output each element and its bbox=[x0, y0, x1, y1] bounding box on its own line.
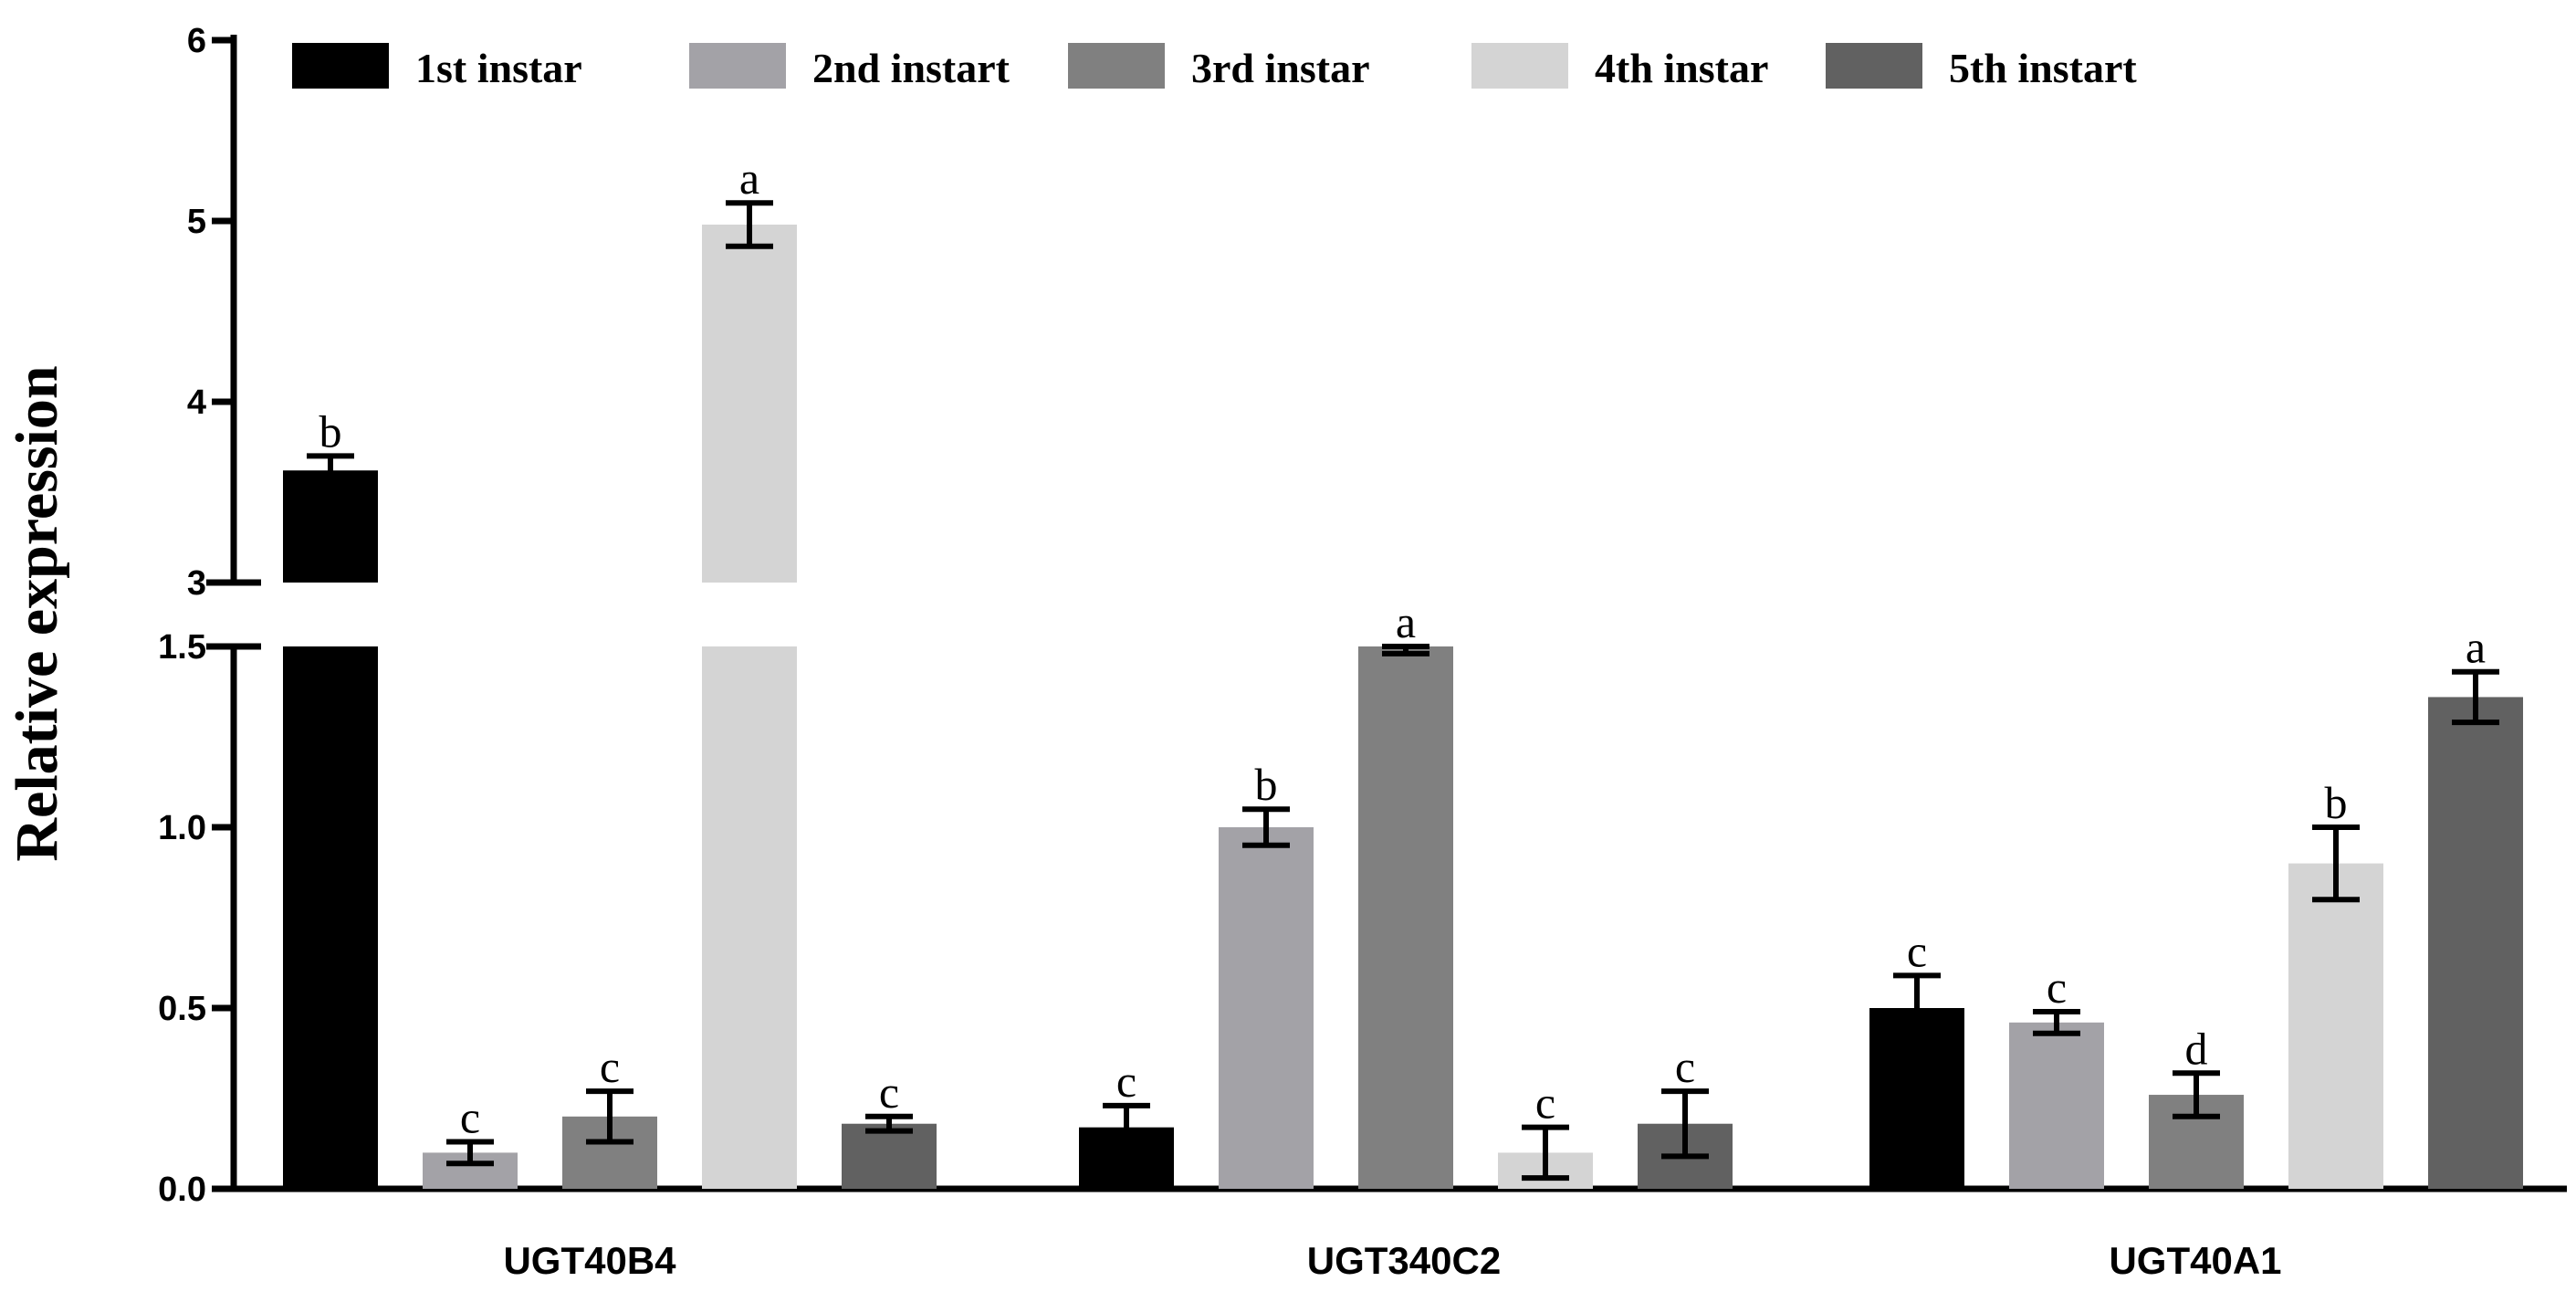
significance-label: a bbox=[1396, 596, 1416, 647]
y-axis-label: Relative expression bbox=[4, 365, 70, 861]
significance-label: c bbox=[460, 1092, 480, 1143]
significance-label: c bbox=[1116, 1056, 1136, 1107]
y-tick-label: 5 bbox=[187, 203, 206, 241]
y-tick-label: 3 bbox=[187, 564, 206, 603]
significance-label: d bbox=[2185, 1023, 2208, 1074]
legend-label: 4th instar bbox=[1595, 45, 1768, 91]
category-label: UGT40A1 bbox=[2109, 1239, 2281, 1282]
bar bbox=[1219, 827, 1314, 1189]
legend-swatch bbox=[1068, 43, 1165, 89]
bar-lower-segment bbox=[283, 646, 378, 1189]
bar bbox=[1358, 646, 1453, 1189]
legend-label: 3rd instar bbox=[1191, 45, 1370, 91]
category-label: UGT40B4 bbox=[503, 1239, 676, 1282]
legend-label: 2nd instart bbox=[812, 45, 1011, 91]
significance-label: b bbox=[1255, 759, 1278, 810]
y-tick-label: 1.0 bbox=[158, 809, 206, 847]
legend: 1st instar 2nd instart 3rd instar 4th insta… bbox=[292, 43, 2137, 91]
significance-label: b bbox=[2325, 777, 2348, 828]
legend-label: 5th instart bbox=[1949, 45, 2137, 91]
y-ticks-upper: 3 4 5 6 bbox=[187, 22, 234, 603]
y-tick-label: 6 bbox=[187, 22, 206, 60]
y-tick-label: 0.0 bbox=[158, 1171, 206, 1209]
bar bbox=[283, 470, 378, 583]
legend-swatch bbox=[689, 43, 786, 89]
y-ticks-lower: 0.0 0.5 1.0 1.5 bbox=[158, 628, 234, 1209]
bar bbox=[2428, 697, 2523, 1189]
bar bbox=[702, 224, 797, 583]
significance-label: a bbox=[2466, 622, 2486, 673]
significance-label: b bbox=[319, 405, 342, 457]
significance-label: c bbox=[879, 1066, 899, 1118]
bars: b c c a c c b a c c c c d b a bbox=[283, 152, 2523, 1189]
category-label: UGT340C2 bbox=[1307, 1239, 1501, 1282]
significance-label: c bbox=[2047, 961, 2067, 1013]
y-tick-label: 1.5 bbox=[158, 628, 206, 667]
significance-label: c bbox=[1535, 1077, 1555, 1129]
legend-label: 1st instar bbox=[415, 45, 582, 91]
y-tick-label: 0.5 bbox=[158, 990, 206, 1028]
bar bbox=[842, 1123, 937, 1189]
bar-lower-segment bbox=[702, 646, 797, 1189]
legend-swatch bbox=[1826, 43, 1922, 89]
bar bbox=[2288, 863, 2383, 1189]
significance-label: a bbox=[739, 152, 759, 204]
significance-label: c bbox=[1675, 1041, 1695, 1092]
significance-label: c bbox=[600, 1041, 620, 1092]
y-tick-label: 4 bbox=[187, 383, 206, 422]
legend-swatch bbox=[292, 43, 389, 89]
legend-swatch bbox=[1471, 43, 1568, 89]
bar bbox=[2009, 1022, 2104, 1189]
significance-label: c bbox=[1907, 925, 1927, 976]
